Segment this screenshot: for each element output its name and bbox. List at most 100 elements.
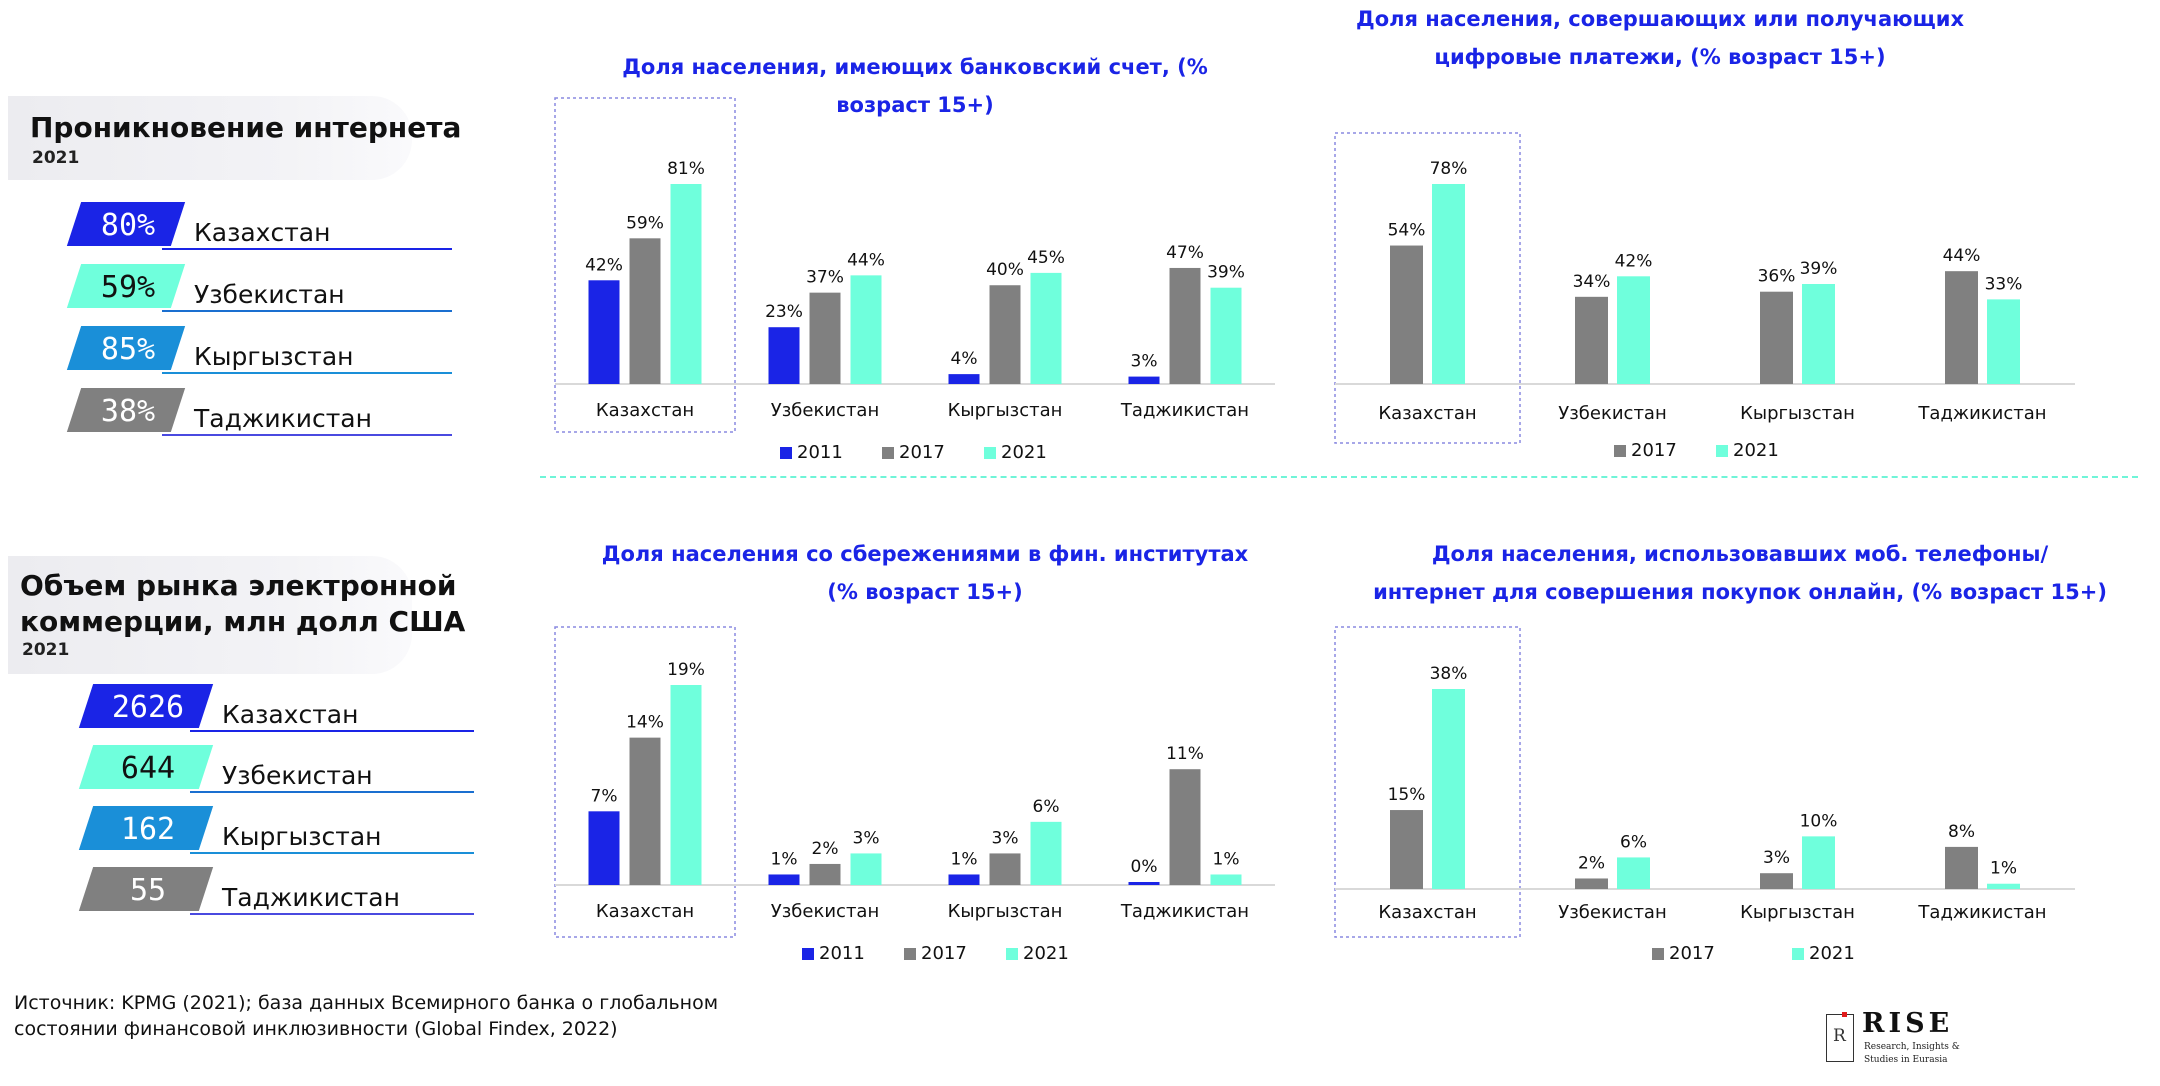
legend-swatch-2021 [984,447,996,459]
legend-swatch-2021 [1716,445,1728,457]
internet-stat-value: 85% [100,332,156,367]
internet-stat-value: 80% [100,208,156,243]
internet-stat-label: Узбекистан [194,280,345,309]
legend-swatch-2017 [882,447,894,459]
ecommerce-panel-year: 2021 [22,640,70,660]
category-label: Таджикистан [1917,403,2046,424]
data-label: 3% [1131,352,1158,372]
bar-2017-3 [1945,846,1978,889]
data-label: 42% [585,255,623,275]
data-label: 8% [1948,822,1975,842]
data-label: 40% [986,260,1024,280]
chart3-title: Доля населения со сбережениями в фин. ин… [555,535,1295,611]
highlight-box [554,97,736,433]
legend-swatch-2017 [1614,445,1626,457]
rise-logo: R RISE Research, Insights & Studies in E… [1826,1008,1986,1072]
legend-label-2021: 2021 [1001,442,1047,463]
category-label: Узбекистан [771,901,879,922]
bar-2021-1 [1617,276,1650,384]
chart-bank-account: 42% 59% 81% Казахстан 23%37%44% Узбекистан 4% 4… [554,97,1275,463]
rise-logo-tagline1: Research, Insights & [1864,1042,1960,1052]
category-label: Кыргызстан [1740,902,1855,923]
data-label: 39% [1800,259,1838,279]
internet-panel-header [8,96,412,180]
bar-2017-2 [989,853,1021,885]
legend-swatch-2017 [1652,948,1664,960]
data-label: 1% [1990,859,2017,879]
bar-2017-3 [1169,769,1201,885]
chart3-title-line2: (% возраст 15+) [827,580,1023,604]
internet-stat-underline [162,372,452,374]
internet-stat-underline [162,310,452,312]
bar-2021-3 [1210,287,1242,384]
category-label: Казахстан [1378,403,1476,424]
bar-2017-1 [809,292,841,384]
category-label: Кыргызстан [948,901,1063,922]
ecommerce-stat-underline [190,730,474,732]
internet-stat-underline [162,248,452,250]
internet-stat-value: 59% [100,270,156,305]
category-label: Кыргызстан [948,400,1063,421]
rise-logo-name: RISE [1862,1008,1954,1039]
internet-stat-label: Казахстан [194,218,331,247]
data-label: 59% [626,213,664,233]
data-label: 81% [667,159,705,179]
bar-2017-0 [629,737,661,885]
bar-2017-2 [1760,291,1793,384]
chart1-title-line1: Доля населения, имеющих банковский счет,… [622,55,1208,79]
bar-2021-0 [670,685,702,885]
internet-stat-label: Таджикистан [194,404,372,433]
internet-stat-underline [162,434,452,436]
chart4-title: Доля населения, использовавших моб. теле… [1360,535,2120,611]
data-label: 14% [626,713,664,733]
bar-2017-3 [1169,267,1201,384]
data-label: 1% [1213,849,1240,869]
legend-label-2011: 2011 [819,943,865,964]
category-label: Казахстан [596,400,694,421]
ecommerce-stat-value: 55 [129,873,167,908]
chart1-title: Доля населения, имеющих банковский счет,… [555,48,1275,124]
ecommerce-stat-row: 162 Кыргызстан [74,806,474,854]
data-label: 1% [771,849,798,869]
chart-online-purchases: 15% 38% Казахстан 2% 6% Узбекистан 3% 10% Кыргыз… [1334,626,2075,964]
bar-2021-0 [1432,689,1465,889]
data-label: 2% [1578,853,1605,873]
ecommerce-stat-value: 644 [120,751,176,786]
bar-2017-0 [1390,245,1423,384]
data-label: 36% [1758,267,1796,287]
category-label: Узбекистан [771,400,879,421]
data-label: 78% [1430,159,1468,179]
ecommerce-stat-row: 644 Узбекистан [74,745,474,793]
data-label: 44% [847,250,885,270]
chart2-title-line1: Доля населения, совершающих или получающ… [1355,7,1964,31]
rise-logo-mark-box [1826,1014,1854,1062]
legend-label-2011: 2011 [797,442,843,463]
bar-2021-3 [1210,874,1242,885]
data-label: 42% [1615,251,1653,271]
ecommerce-panel-title-1: Объем рынка электронной [20,569,457,602]
data-label: 10% [1800,811,1838,831]
bar-2021-0 [1432,184,1465,384]
bar-2021-2 [1802,836,1835,889]
rise-logo-dot [1842,1012,1847,1017]
data-label: 37% [806,268,844,288]
internet-stat-row: 59% Узбекистан [62,264,452,312]
legend-label-2021: 2021 [1809,943,1855,964]
category-label: Узбекистан [1558,902,1666,923]
rise-logo-tagline2: Studies in Eurasia [1864,1055,1948,1065]
ecommerce-stat-underline [190,791,474,793]
chart4-title-line2: интернет для совершения покупок онлайн, … [1373,580,2107,604]
chart2-title: Доля населения, совершающих или получающ… [1300,0,2020,76]
bar-2021-2 [1802,284,1835,384]
category-label: Узбекистан [1558,403,1666,424]
internet-stat-row: 85% Кыргызстан [62,326,452,374]
bar-2021-3 [1987,883,2020,889]
bar-2021-1 [1617,857,1650,889]
data-label: 15% [1388,785,1426,805]
legend-swatch-2011 [802,948,814,960]
ecommerce-stat-label: Казахстан [222,700,359,729]
bar-2011-2 [948,874,980,885]
rise-logo-mark: R [1833,1026,1846,1046]
category-label: Таджикистан [1917,902,2046,923]
data-label: 34% [1573,272,1611,292]
